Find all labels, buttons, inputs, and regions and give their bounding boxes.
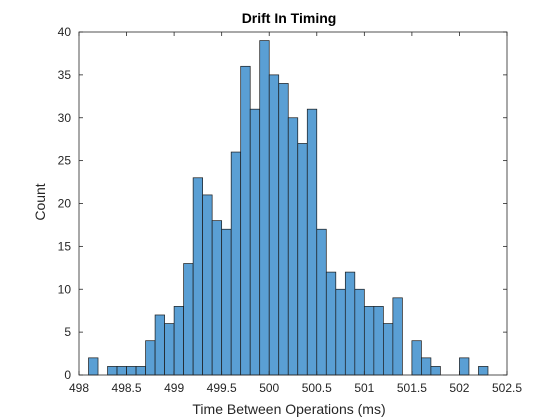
histogram-bar (421, 357, 432, 376)
histogram-bar (116, 366, 127, 376)
y-tick-label: 0 (64, 368, 71, 382)
y-axis-label: Count (32, 183, 48, 220)
histogram-bar (211, 220, 223, 376)
histogram-bar (164, 323, 175, 376)
histogram-bar (183, 263, 194, 376)
histogram-bar (145, 340, 156, 376)
histogram-bar (373, 306, 384, 376)
x-tick-label: 502 (449, 381, 469, 395)
histogram-bar (240, 65, 251, 376)
y-tick-label: 20 (58, 197, 72, 211)
histogram-bar (192, 177, 203, 376)
x-tick-label: 502.5 (492, 381, 522, 395)
histogram-bar (354, 288, 365, 376)
histogram-bar (383, 323, 394, 376)
histogram-bar (325, 271, 337, 376)
histogram-bar (344, 271, 356, 376)
histogram-bar (107, 366, 118, 376)
x-tick-label: 500 (259, 381, 279, 395)
y-tick-label: 30 (58, 111, 72, 125)
y-tick-label: 40 (58, 25, 72, 39)
chart-title: Drift In Timing (242, 10, 337, 26)
histogram-bar (249, 108, 261, 376)
histogram-bar (316, 228, 327, 376)
histogram-bar (430, 366, 441, 376)
x-tick-label: 499.5 (207, 381, 237, 395)
y-tick-label: 25 (58, 154, 72, 168)
histogram-bar (268, 74, 280, 376)
histogram-bar (411, 340, 422, 376)
histogram-bar (202, 194, 213, 376)
histogram-bar (230, 151, 242, 376)
histogram-bar (287, 117, 299, 376)
histogram-bar (363, 306, 375, 376)
histogram-bar (173, 306, 184, 376)
x-tick-label: 498.5 (112, 381, 142, 395)
y-tick-label: 5 (64, 325, 71, 339)
x-tick-label: 498 (69, 381, 89, 395)
histogram-bar (259, 40, 270, 376)
x-axis-label: Time Between Operations (ms) (192, 401, 385, 417)
histogram-bar (392, 297, 403, 376)
x-axis-ticks: 498 498.5 499 499.5 500 500.5 501 501.5 502 502.5 (69, 32, 522, 395)
y-tick-label: 35 (58, 68, 72, 82)
x-tick-label: 501 (354, 381, 374, 395)
histogram-bar (135, 366, 146, 376)
histogram-bar (221, 228, 232, 376)
histogram-bar (335, 288, 346, 376)
y-tick-label: 15 (58, 239, 72, 253)
histogram-bar (459, 357, 470, 376)
histogram-bar (154, 314, 165, 376)
y-tick-label: 10 (58, 282, 72, 296)
x-tick-label: 501.5 (397, 381, 427, 395)
histogram-bar (297, 143, 308, 376)
histogram-bar (278, 83, 289, 376)
histogram-bar (88, 357, 99, 376)
histogram-bar (306, 108, 318, 376)
x-tick-label: 500.5 (302, 381, 332, 395)
y-axis-ticks: 0 5 10 15 20 25 30 35 40 (58, 25, 507, 382)
histogram-bar (478, 366, 489, 376)
x-tick-label: 499 (164, 381, 184, 395)
histogram-bar (126, 366, 137, 376)
